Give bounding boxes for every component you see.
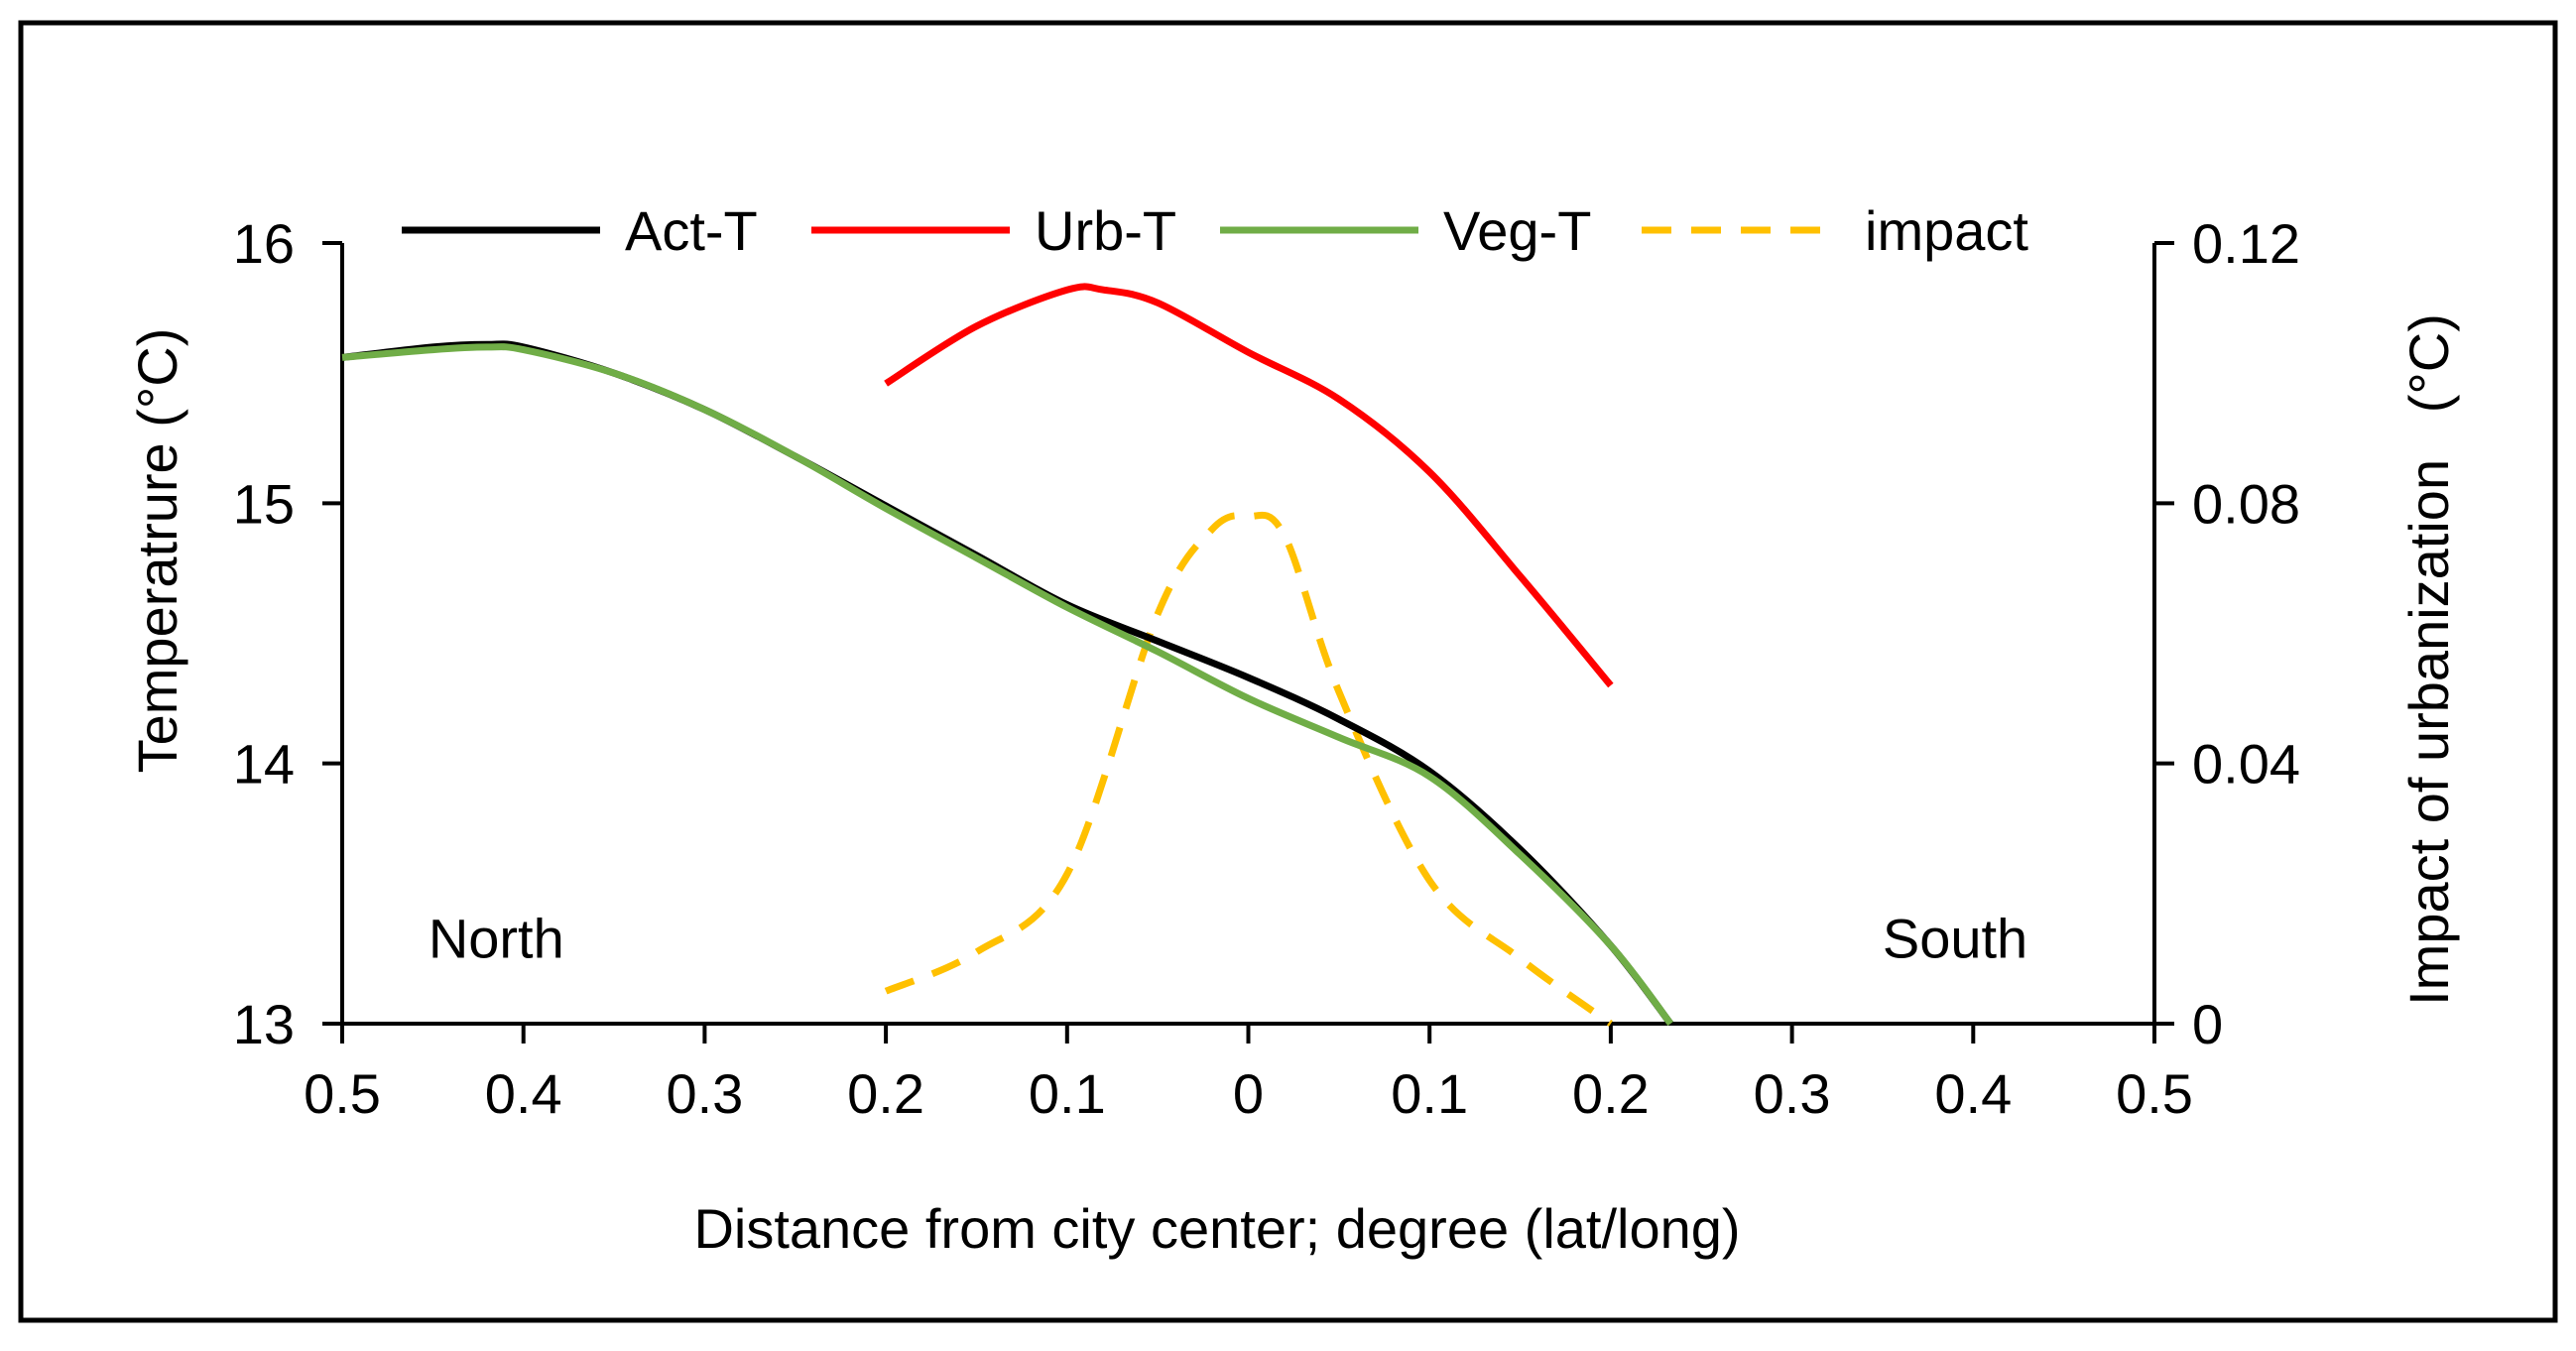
legend-label-impact: impact <box>1865 199 2028 262</box>
series-line-impact <box>884 511 1613 1027</box>
tick-labels-group: 0.5 0.4 0.3 0.2 0.1 0 0.1 0.2 0.3 0.4 0.5131415160… <box>233 212 2300 1125</box>
x-tick-label: 0 <box>1233 1062 1264 1125</box>
x-tick-label: 0.3 <box>666 1062 743 1125</box>
y-axis-label-right: Impact of urbanization (°C) <box>2397 313 2460 1006</box>
x-axis-label: Distance from city center; degree (lat/l… <box>693 1197 1740 1260</box>
x-tick-label: 0.1 <box>1029 1062 1106 1125</box>
y-left-tick-label: 14 <box>233 733 295 796</box>
x-tick-label: 0.5 <box>304 1062 381 1125</box>
annotation-south: South <box>1883 907 2027 969</box>
y-left-tick-label: 16 <box>233 212 295 275</box>
x-tick-label: 0.2 <box>1572 1062 1650 1125</box>
x-tick-label: 0.1 <box>1391 1062 1468 1125</box>
x-tick-label: 0.4 <box>485 1062 562 1125</box>
annotations-group: North South <box>429 907 2027 969</box>
axes-group <box>322 241 2174 1044</box>
series-line-veg-t <box>341 343 1673 1027</box>
y-axis-label-left: Temperatrure (°C) <box>126 328 188 774</box>
legend: Act-T Urb-T Veg-T impact <box>402 199 2028 262</box>
legend-label-urb-t: Urb-T <box>1035 199 1176 262</box>
y-right-tick-label: 0.04 <box>2192 733 2300 796</box>
series-group <box>341 283 1673 1027</box>
legend-label-veg-t: Veg-T <box>1443 199 1591 262</box>
x-tick-label: 0.4 <box>1934 1062 2012 1125</box>
figure-border <box>18 20 2558 1323</box>
annotation-north: North <box>429 907 564 969</box>
x-tick-label: 0.5 <box>2116 1062 2193 1125</box>
x-tick-label: 0.2 <box>847 1062 924 1125</box>
y-left-tick-label: 13 <box>233 993 295 1055</box>
y-right-tick-label: 0.08 <box>2192 472 2300 535</box>
x-tick-label: 0.3 <box>1754 1062 1831 1125</box>
y-left-tick-label: 15 <box>233 472 295 535</box>
series-line-urb-t <box>884 283 1614 688</box>
y-right-tick-label: 0.12 <box>2192 212 2300 275</box>
legend-label-act-t: Act-T <box>625 199 758 262</box>
y-right-tick-label: 0 <box>2192 993 2223 1055</box>
